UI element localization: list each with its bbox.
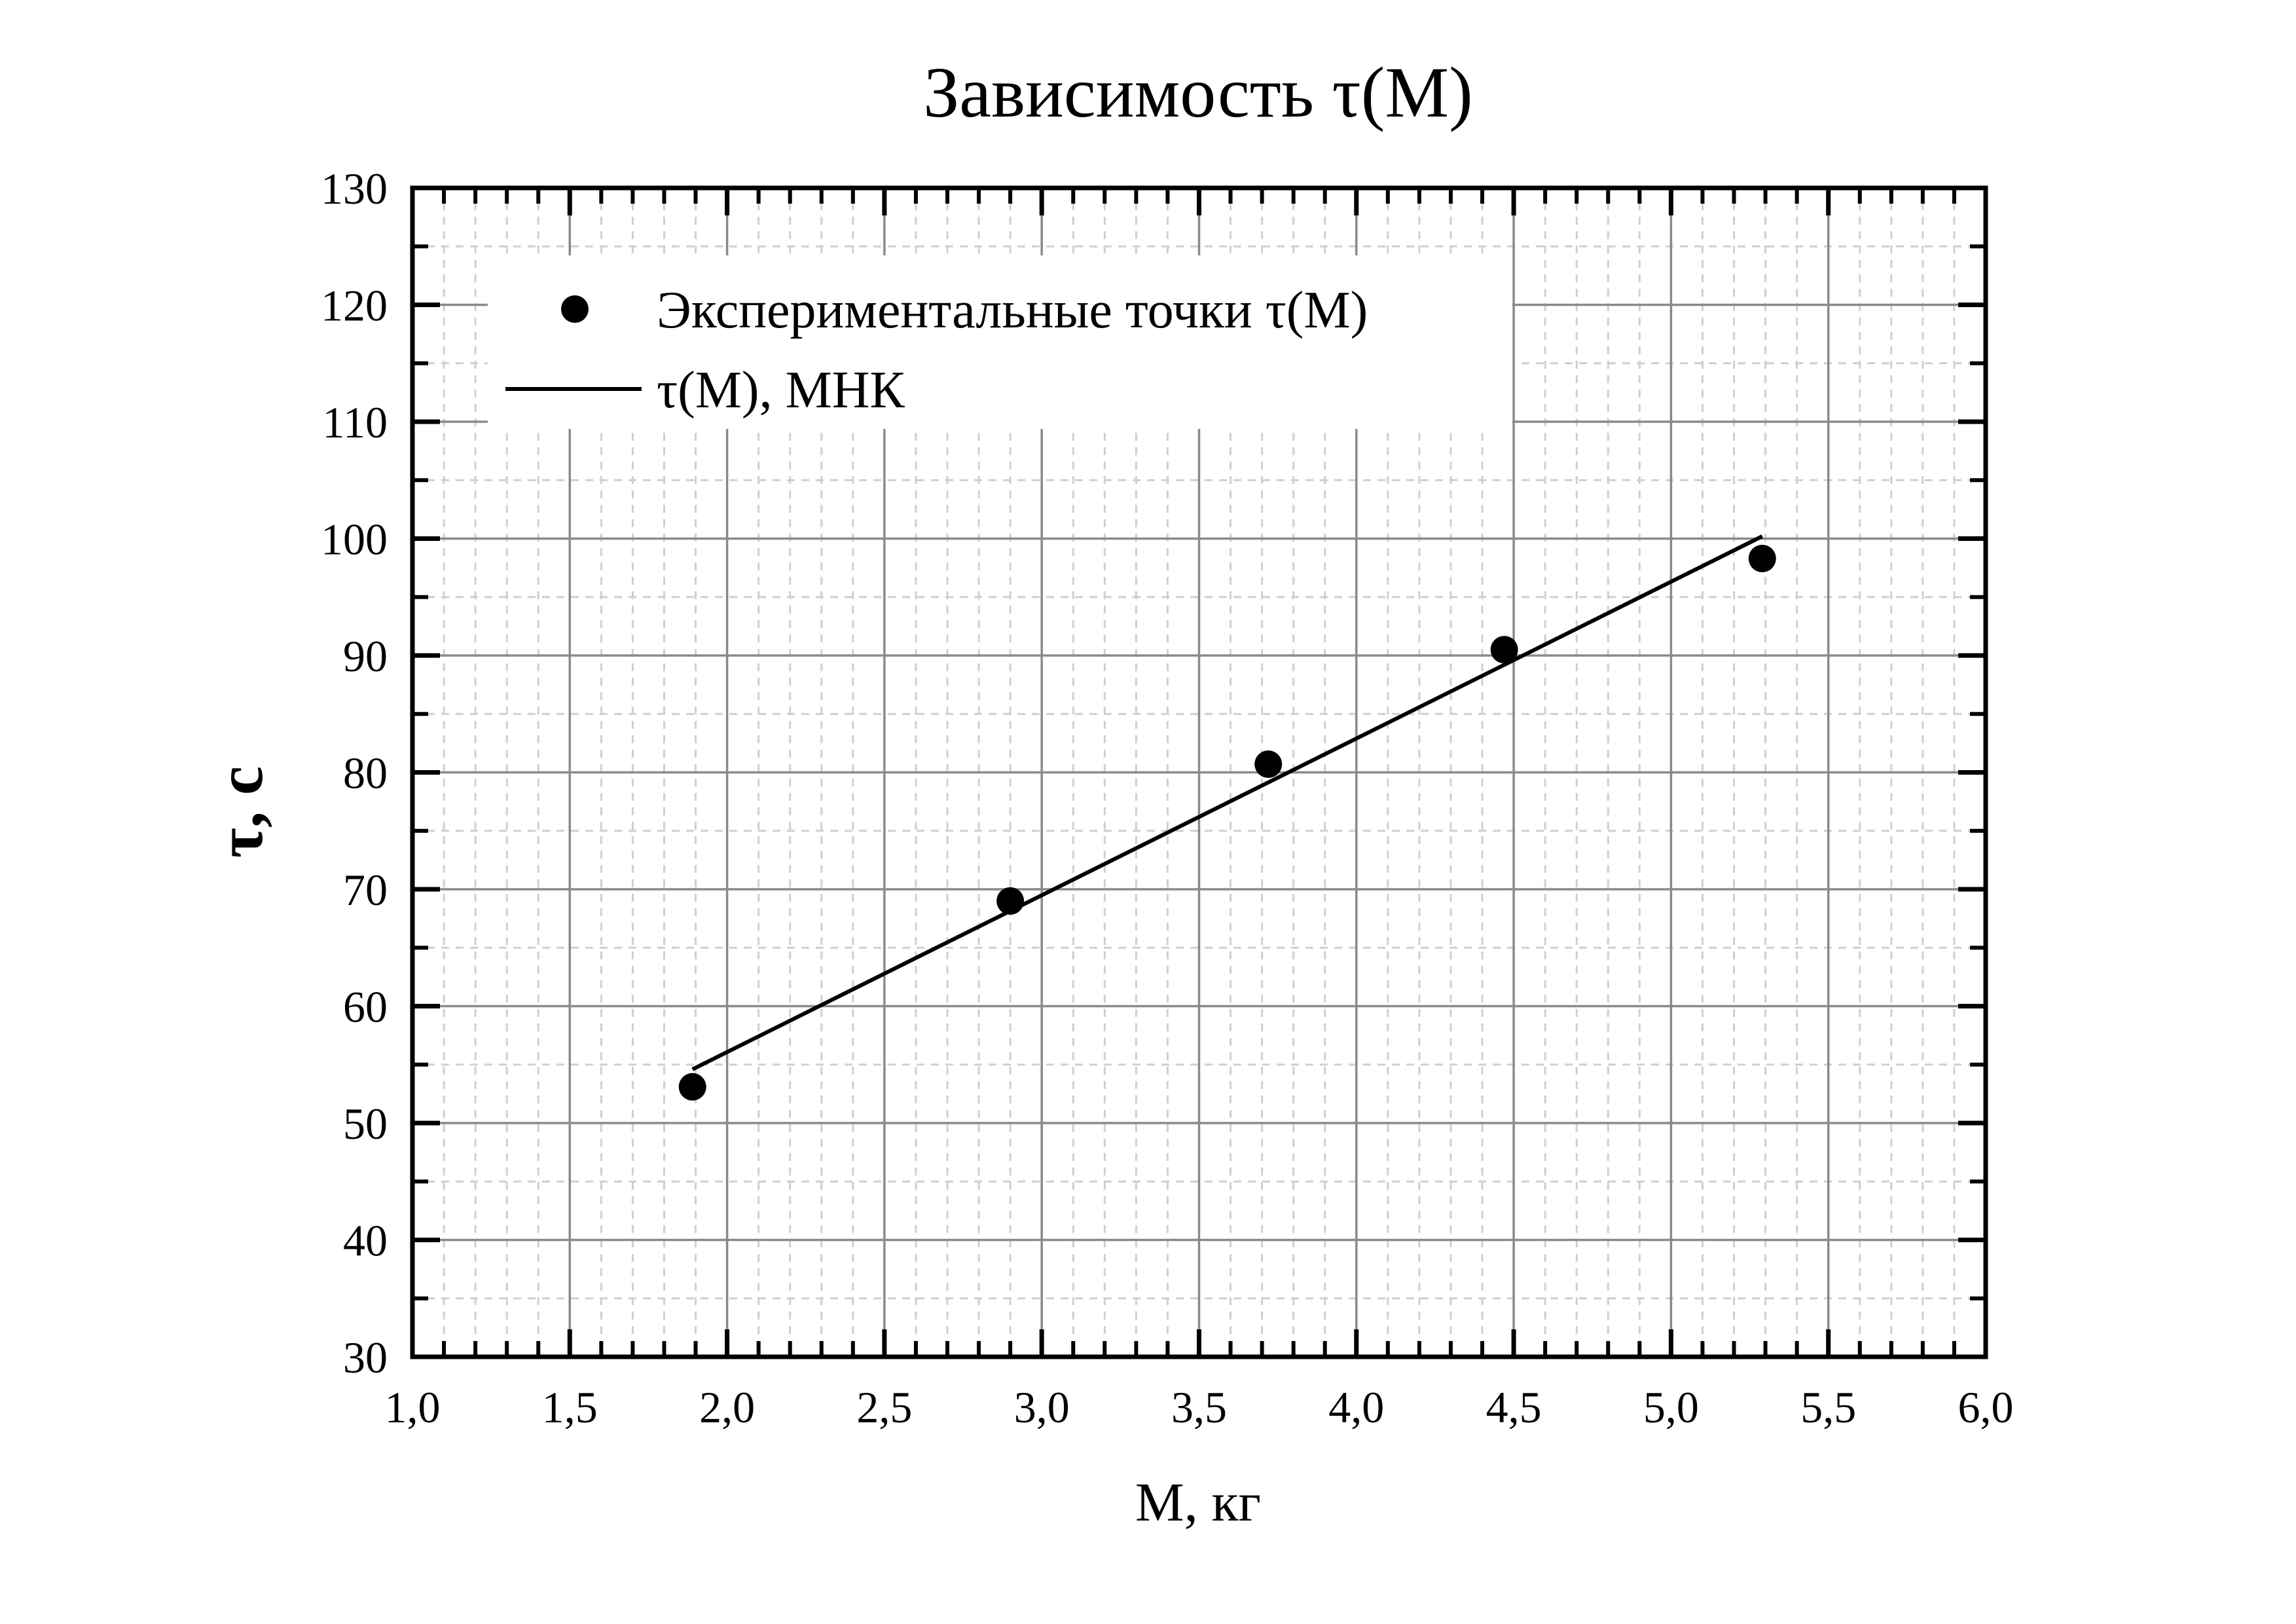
y-tick-label: 80 <box>343 748 388 798</box>
y-tick-label: 70 <box>343 865 388 915</box>
x-tick-label: 4,0 <box>1328 1382 1384 1432</box>
x-tick-label: 5,5 <box>1800 1382 1856 1432</box>
x-axis-label: M, кг <box>1135 1472 1261 1533</box>
x-tick-label: 1,5 <box>542 1382 598 1432</box>
x-tick-label: 5,0 <box>1643 1382 1699 1432</box>
y-tick-label: 120 <box>321 281 388 331</box>
plot-frame <box>410 185 1988 1359</box>
chart-title: Зависимость τ(M) <box>923 52 1473 132</box>
data-point <box>1254 750 1283 779</box>
data-point <box>1490 636 1518 664</box>
y-tick-label: 30 <box>343 1333 388 1382</box>
x-tick-label: 3,5 <box>1171 1382 1227 1432</box>
legend-label-line: τ(M), МНК <box>657 361 905 419</box>
data-point <box>678 1073 706 1101</box>
y-tick-label: 60 <box>343 982 388 1032</box>
y-tick-label: 90 <box>343 631 388 681</box>
x-tick-label: 2,0 <box>699 1382 755 1432</box>
fit-line <box>691 534 1764 1071</box>
y-tick-label: 40 <box>343 1216 388 1266</box>
data-point <box>996 887 1025 915</box>
y-tick-label: 110 <box>323 397 388 447</box>
x-tick-label: 2,5 <box>856 1382 912 1432</box>
y-tick-label: 100 <box>321 515 388 564</box>
data-point <box>1748 544 1776 572</box>
x-tick-label: 1,0 <box>385 1382 441 1432</box>
x-tick-label: 4,5 <box>1486 1382 1542 1432</box>
legend-label-scatter: Экспериментальные точки τ(M) <box>657 282 1368 339</box>
ticks-layer: 1,0 1,5 2,0 2,5 3,0 3,5 4,0 4,5 5,0 5,5 6,0 30 40 50 6… <box>321 164 2014 1432</box>
legend: Экспериментальные точки τ(M) τ(M), МНК <box>488 255 1512 429</box>
y-axis-label: τ, c <box>204 766 276 858</box>
legend-marker-scatter <box>561 295 589 323</box>
legend-background <box>488 255 1512 429</box>
y-tick-label: 50 <box>343 1099 388 1149</box>
y-tick-label: 130 <box>321 164 388 213</box>
x-tick-label: 6,0 <box>1958 1382 2014 1432</box>
x-tick-label: 3,0 <box>1014 1382 1070 1432</box>
series-layer <box>678 534 1776 1101</box>
